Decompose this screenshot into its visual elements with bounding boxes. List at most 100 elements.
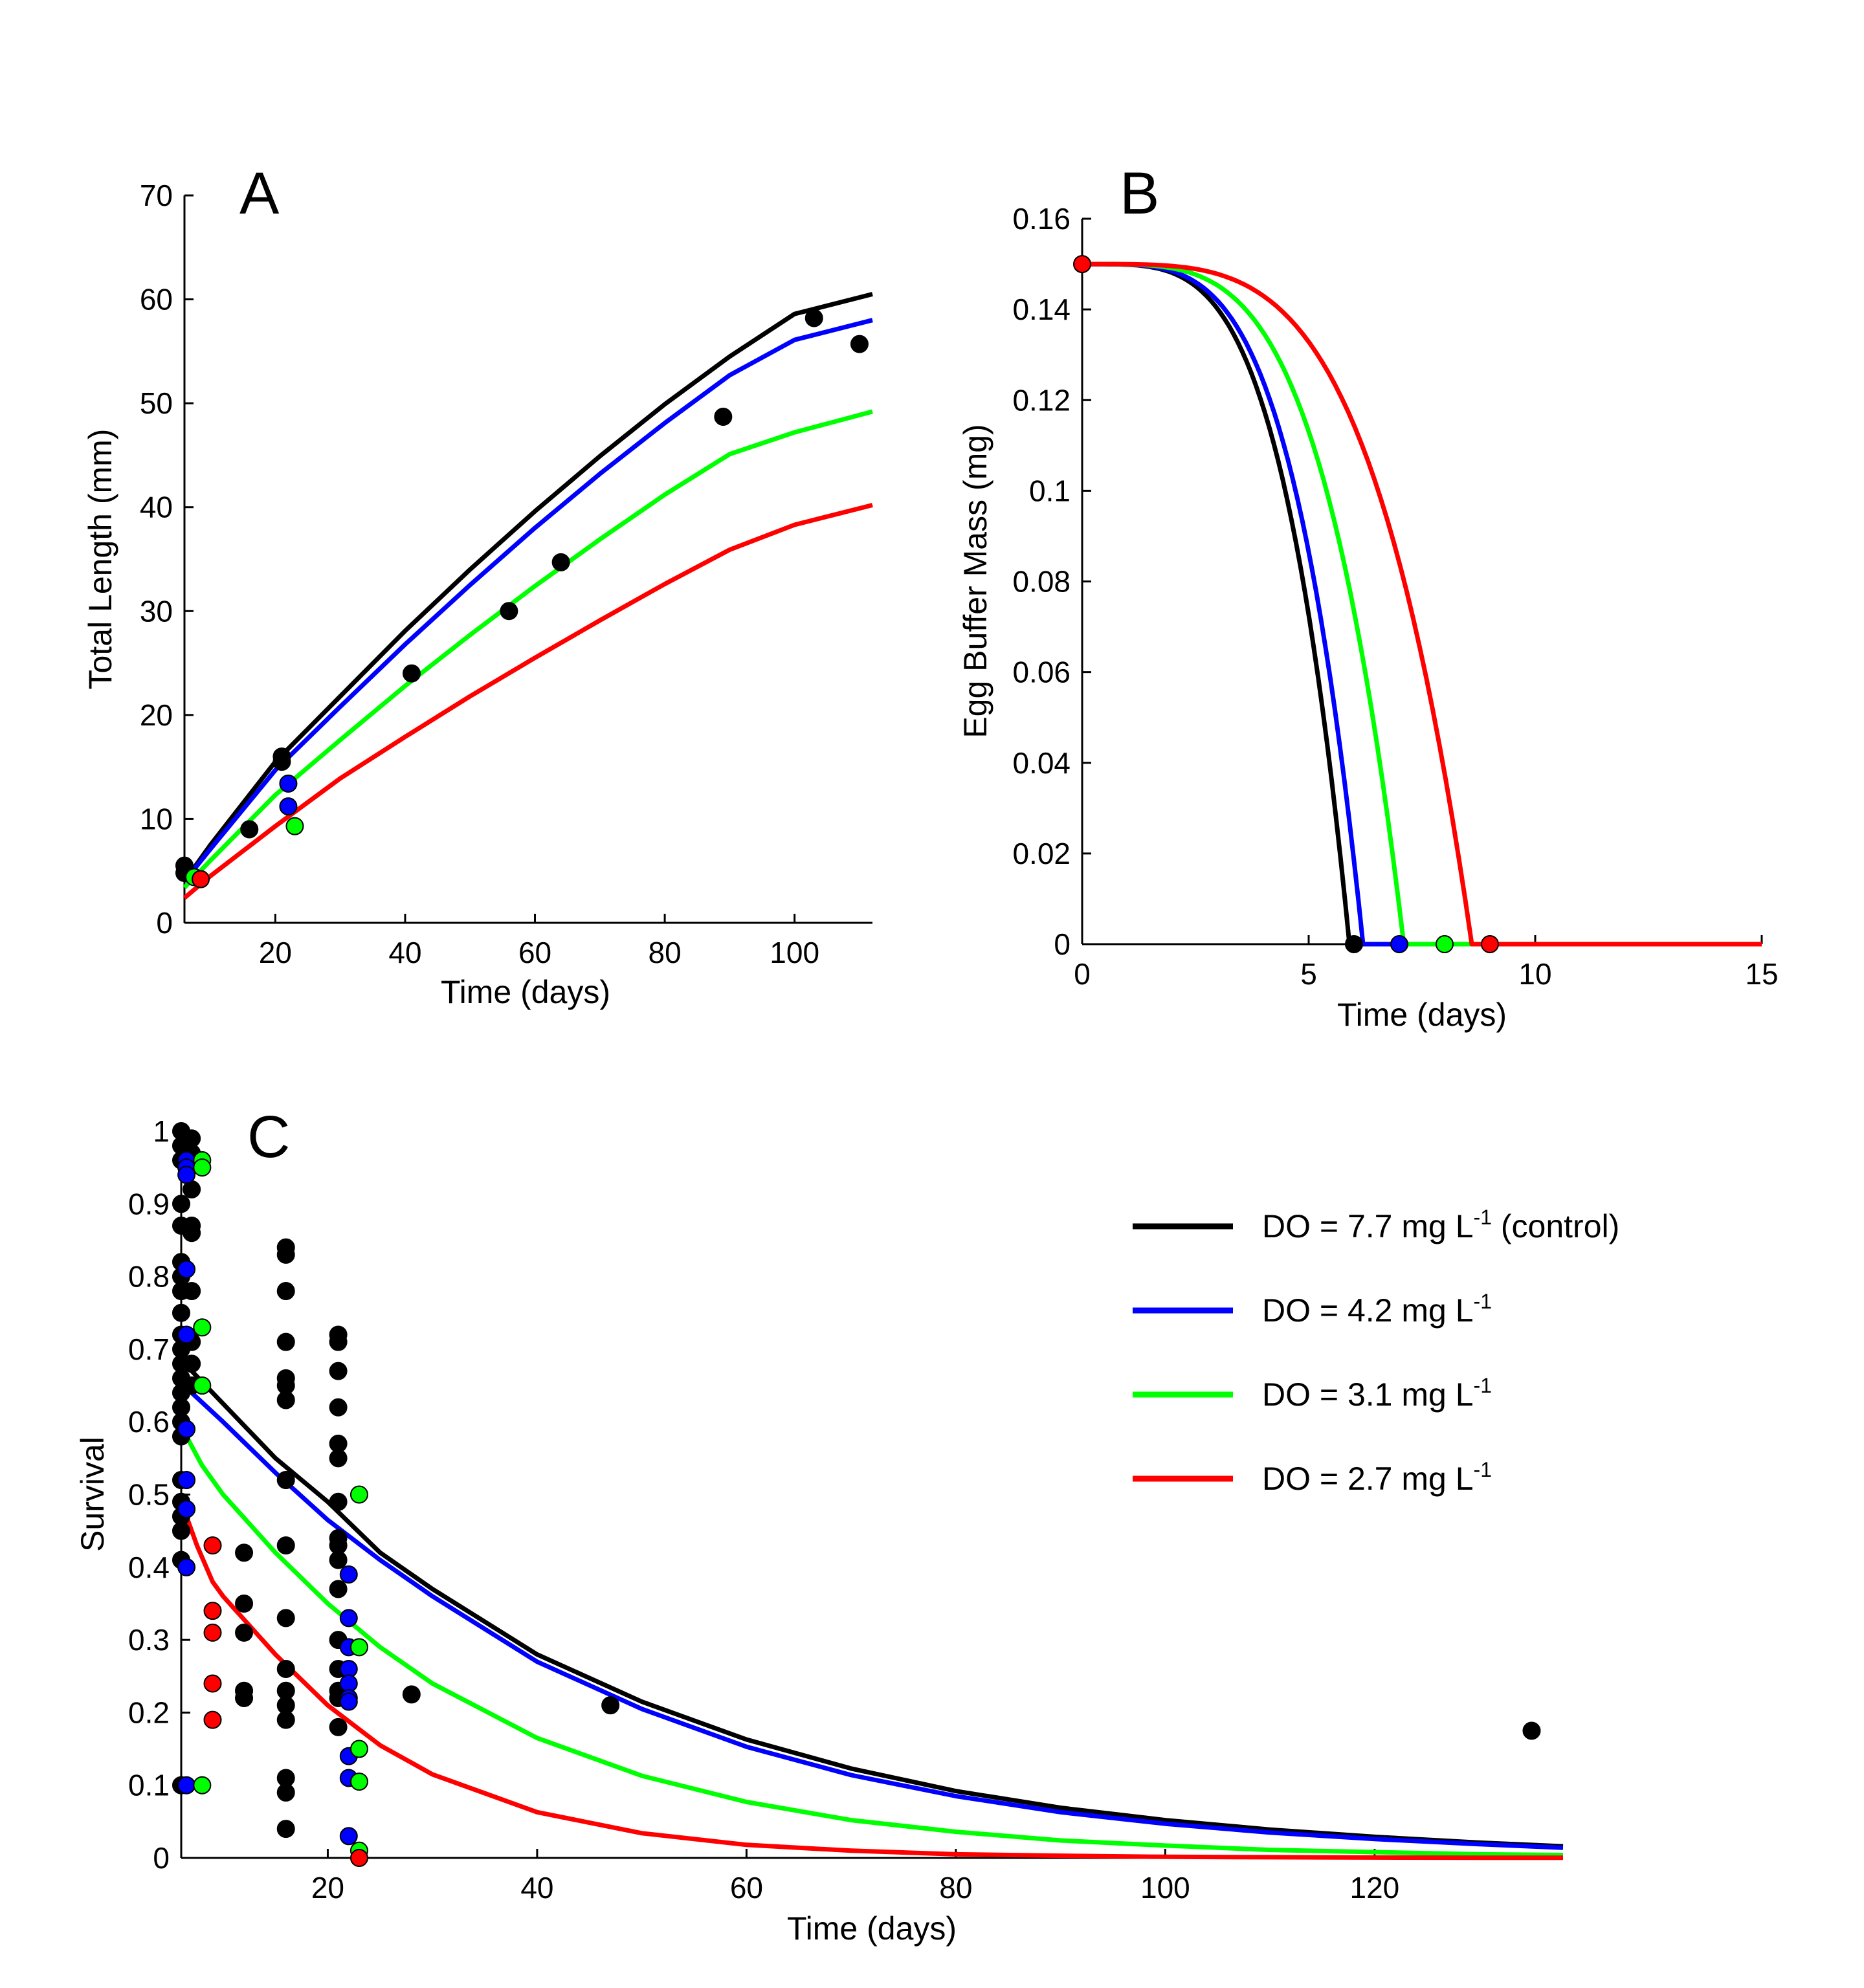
- panel-c-x-tick-label: 60: [730, 1871, 763, 1905]
- panel-c-point-control: [172, 1195, 190, 1213]
- panel-b-y-tick-label: 0.12: [1012, 383, 1071, 417]
- panel-c-y-tick-label: 1: [153, 1114, 170, 1148]
- panel-a-point-control: [500, 602, 518, 621]
- panel-b-points: [1073, 255, 1499, 953]
- panel-c-point-control: [235, 1688, 254, 1707]
- panel-c-points: [172, 1122, 1541, 1867]
- panel-c-point-do_3_1: [193, 1776, 212, 1795]
- panel-c-point-do_3_1: [350, 1638, 368, 1657]
- legend-label-do_2_7: DO = 2.7 mg L-1: [1262, 1458, 1492, 1497]
- panel-a-ticks: 20 40 60 80 100 0 10 20 30 40 50 60 70: [140, 179, 819, 969]
- panel-a-point-control: [714, 408, 733, 426]
- panel-c-point-control: [276, 1710, 295, 1729]
- panel-c-point-control: [172, 1303, 190, 1322]
- panel-b-line-control: [1082, 261, 1762, 947]
- panel-b-x-tick-label: 0: [1074, 957, 1091, 991]
- panel-b-point-do_2_7: [1073, 255, 1091, 274]
- panel-c-point-do_4_2: [177, 1471, 196, 1490]
- panel-a-y-tick-label: 30: [140, 594, 173, 628]
- panel-a-line-control: [183, 292, 873, 883]
- panel-c-point-control: [172, 1521, 190, 1540]
- panel-c-point-do_2_7: [203, 1602, 222, 1620]
- panel-b-ticks: 0 5 10 15 0 0.02 0.04 0.06 0.08 0.1 0.12 0.14 0.16: [1012, 202, 1778, 991]
- panel-c-point-control: [276, 1391, 295, 1409]
- panel-a-y-tick-label: 70: [140, 179, 173, 212]
- panel-c-point-do_3_1: [350, 1485, 368, 1504]
- panel-b-y-tick-label: 0.04: [1012, 746, 1071, 780]
- panel-c-point-control: [276, 1471, 295, 1490]
- panel-a-points: [175, 309, 869, 889]
- panel-a-y-tick-label: 60: [140, 283, 173, 316]
- panel-c-point-do_4_2: [339, 1827, 358, 1846]
- panel-a-chart: 20 40 60 80 100 0 10 20 30 40 50 60 70 A Time (days)…: [82, 160, 873, 1010]
- panel-c-point-do_4_2: [177, 1420, 196, 1439]
- panel-c-point-control: [235, 1623, 254, 1642]
- panel-c-point-control: [276, 1332, 295, 1351]
- panel-c-xlabel: Time (days): [787, 1910, 957, 1947]
- panel-c-x-tick-label: 20: [311, 1871, 344, 1905]
- panel-b-x-tick-label: 5: [1300, 957, 1317, 991]
- panel-c-y-tick-label: 0.2: [128, 1695, 170, 1729]
- panel-c-y-tick-label: 0.5: [128, 1478, 170, 1512]
- panel-c-y-tick-label: 0.6: [128, 1405, 170, 1439]
- panel-c-point-do_4_2: [177, 1165, 196, 1184]
- panel-a-y-tick-label: 50: [140, 386, 173, 420]
- panel-c-point-do_4_2: [339, 1565, 358, 1584]
- legend-label-control: DO = 7.7 mg L-1 (control): [1262, 1206, 1619, 1244]
- panel-a-x-tick-label: 60: [518, 936, 551, 969]
- panel-c-point-control: [276, 1660, 295, 1679]
- panel-c-point-do_2_7: [203, 1623, 222, 1642]
- panel-a-x-tick-label: 20: [259, 936, 292, 969]
- panel-c-point-do_3_1: [193, 1318, 212, 1337]
- panel-c-chart: 20 40 60 80 100 120 0 0.1 0.2 0.3 0.4 0.5 0.6 0.7 0.8 0…: [74, 1104, 1564, 1947]
- panel-c-point-do_4_2: [177, 1499, 196, 1518]
- panel-c-point-control: [276, 1783, 295, 1802]
- panel-c-point-do_4_2: [177, 1776, 196, 1795]
- panel-c-y-tick-label: 0: [153, 1841, 170, 1875]
- panel-c-y-tick-label: 0.9: [128, 1187, 170, 1220]
- panel-a-line-do_4_2: [183, 318, 873, 883]
- panel-a-x-tick-label: 40: [388, 936, 421, 969]
- panel-c-line-do_4_2: [190, 1391, 1564, 1850]
- panel-b-y-tick-label: 0.02: [1012, 837, 1071, 870]
- panel-c-point-do_2_7: [203, 1536, 222, 1555]
- panel-c-point-control: [329, 1398, 348, 1417]
- panel-a-point-do_3_1: [285, 817, 304, 835]
- legend: DO = 7.7 mg L-1 (control) DO = 4.2 mg L-1…: [1133, 1206, 1619, 1497]
- panel-b-y-tick-label: 0.06: [1012, 656, 1071, 689]
- panel-c-line-do_3_1: [184, 1435, 1564, 1857]
- panel-b-x-tick-label: 10: [1518, 957, 1551, 991]
- panel-c-point-do_3_1: [350, 1773, 368, 1791]
- panel-c-point-do_4_2: [177, 1260, 196, 1279]
- panel-c-y-tick-label: 0.1: [128, 1769, 170, 1802]
- panel-c-point-do_2_7: [203, 1710, 222, 1729]
- panel-b-line-do_3_1: [1082, 261, 1762, 947]
- panel-c-point-control: [329, 1580, 348, 1598]
- panel-c-ylabel: Survival: [74, 1437, 111, 1552]
- panel-b-y-tick-label: 0.1: [1029, 474, 1071, 507]
- panel-c-point-do_4_2: [339, 1609, 358, 1628]
- panel-c-point-control: [1522, 1721, 1541, 1740]
- panel-a-letter: A: [239, 160, 280, 226]
- panel-c-point-do_3_1: [193, 1376, 212, 1395]
- panel-b-xlabel: Time (days): [1337, 997, 1507, 1033]
- panel-c-point-control: [276, 1609, 295, 1628]
- panel-c-point-control: [183, 1354, 201, 1373]
- panel-b-point-do_2_7: [1481, 935, 1499, 953]
- panel-c-point-control: [329, 1492, 348, 1511]
- panel-b-ylabel: Egg Buffer Mass (mg): [957, 424, 993, 738]
- panel-a-point-control: [240, 820, 259, 839]
- panel-c-point-control: [235, 1543, 254, 1562]
- panel-c-lines: [184, 1369, 1564, 1861]
- legend-label-do_3_1: DO = 3.1 mg L-1: [1262, 1374, 1492, 1413]
- panel-c-point-control: [183, 1224, 201, 1242]
- panel-b-point-do_4_2: [1390, 935, 1408, 953]
- panel-c-y-tick-label: 0.3: [128, 1623, 170, 1657]
- panel-b-y-tick-label: 0.08: [1012, 565, 1071, 599]
- panel-c-x-tick-label: 40: [520, 1871, 553, 1905]
- panel-c-point-control: [402, 1685, 421, 1704]
- panel-b-point-control: [1345, 935, 1363, 953]
- panel-c-point-do_3_1: [350, 1740, 368, 1758]
- panel-c-point-do_3_1: [193, 1158, 212, 1177]
